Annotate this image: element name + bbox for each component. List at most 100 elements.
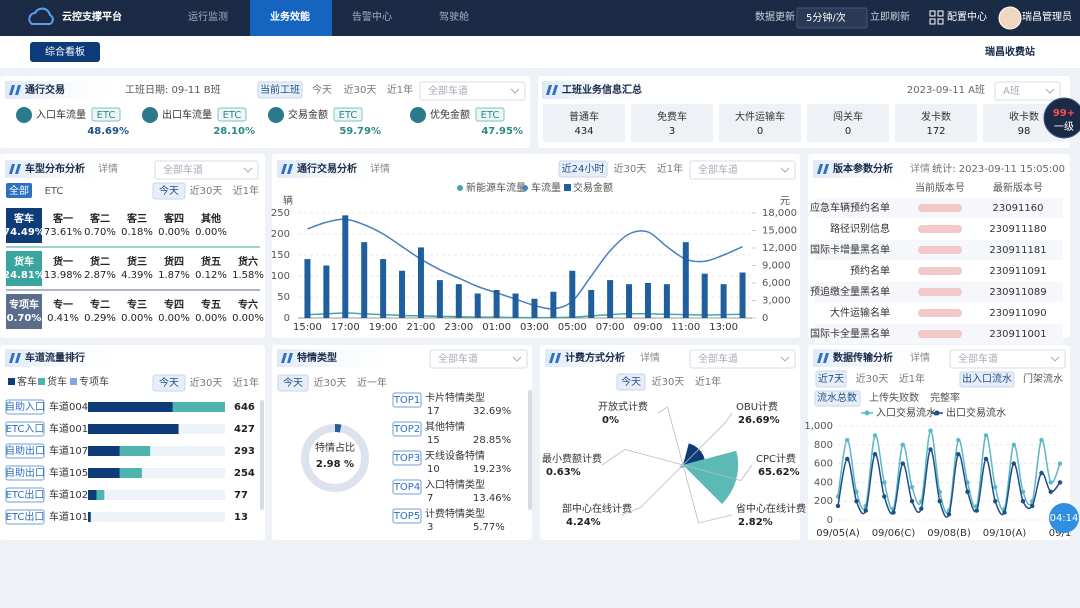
nav-tab[interactable]: 运行监测 [188,10,228,23]
tab[interactable]: 近24小时 [562,162,605,175]
tab[interactable]: 今天 [283,376,303,389]
bar-track [88,446,225,456]
tab[interactable]: 近一年 [357,376,387,389]
type-name: 客三 [126,212,147,225]
refresh[interactable]: 立即刷新 [870,10,910,23]
legend-label: 入口交易流水 [876,406,936,419]
tab[interactable]: 近30天 [190,184,223,197]
metric-tab[interactable]: 流水总数 [817,391,857,404]
filter[interactable]: 全部 [9,184,29,197]
point [974,508,979,513]
detail-link[interactable]: 详情 [910,162,930,175]
tab-active[interactable] [152,374,186,392]
tab[interactable]: 今天 [621,375,641,388]
alert-count[interactable]: 99+ [1053,108,1075,119]
filter[interactable]: ETC [45,186,64,197]
rose-label: 开放式计费 [598,400,648,413]
column-header: 最新版本号 [993,181,1043,194]
select[interactable] [689,160,796,180]
metric-tab[interactable]: 上传失败数 [869,391,919,404]
bar [417,247,424,318]
special-name: 天线设备特情 [425,449,485,462]
point [1020,489,1026,494]
clock[interactable]: 04:14 [1050,513,1079,524]
tab[interactable]: 今天 [159,184,179,197]
metric-active[interactable] [814,390,861,407]
filter-active[interactable] [6,183,32,198]
tab[interactable]: 近1年 [899,372,925,385]
select[interactable] [949,349,1066,369]
nav-tab[interactable]: 告警中心 [352,10,392,23]
rank-box [392,450,422,466]
type-tab[interactable]: 出入口流水 [962,372,1012,385]
point [1011,461,1016,466]
config[interactable]: 配置中心 [947,10,987,23]
nav-tab[interactable]: 业务效能 [270,10,310,23]
nav-tab[interactable]: 驾驶舱 [439,10,469,23]
panel [540,345,800,540]
lane-tag: 自助出口 [5,444,45,457]
item-icon [268,107,284,123]
metric-tab[interactable]: 完整率 [930,391,960,404]
tab[interactable]: 近1年 [657,162,683,175]
rank: TOP2 [393,424,420,435]
type-name: 专四 [164,298,184,311]
interval: 5分钟/次 [806,11,846,24]
tab[interactable]: 近30天 [652,375,685,388]
version-name: 国际卡全量黑名单 [810,327,890,340]
tab[interactable]: 近1年 [695,375,721,388]
detail-link[interactable]: 详情 [640,351,660,364]
detail-link[interactable]: 详情 [98,162,118,175]
tab[interactable]: 近7天 [818,372,844,385]
leader-line [621,464,684,516]
legend-dot [934,410,940,416]
type-active[interactable] [959,371,1015,388]
bar [493,290,500,318]
tab-active[interactable] [277,374,309,392]
point [1039,437,1044,443]
tab[interactable]: 当前工班 [260,83,300,96]
type-tab[interactable]: 门架流水 [1023,372,1063,385]
item-percent: 28.10% [213,126,255,137]
type-name: 货三 [127,255,147,268]
tab-active[interactable] [152,182,186,200]
lane-name: 车道102 [49,488,88,501]
tab-active[interactable] [616,373,646,391]
point [965,480,970,485]
tab[interactable]: 近30天 [614,162,647,175]
tab[interactable]: 今天 [159,376,179,389]
select[interactable] [994,81,1061,101]
board-button[interactable] [30,42,100,62]
group-box [6,294,42,329]
tab[interactable]: 近30天 [314,376,347,389]
current-version-blur [918,246,962,254]
point [909,499,915,504]
clock-badge[interactable] [1049,503,1079,533]
detail-link[interactable]: 详情 [910,351,930,364]
tab[interactable]: 近30天 [344,83,377,96]
rank-box [392,421,422,437]
tab-active[interactable] [558,160,608,178]
point [835,503,841,509]
detail-link[interactable]: 详情 [370,162,390,175]
alert-badge[interactable] [1043,97,1080,139]
tab[interactable]: 今天 [312,83,332,96]
type-name: 专五 [201,298,221,311]
tab[interactable]: 近30天 [856,372,889,385]
tab-active[interactable] [257,81,303,99]
select[interactable] [154,160,259,180]
tab[interactable]: 近1年 [387,83,413,96]
type-name: 专一 [53,298,73,311]
card-label: 收卡数 [1009,110,1039,123]
bar [531,298,538,318]
select[interactable] [689,349,796,369]
select[interactable] [419,81,526,101]
select[interactable] [429,349,528,369]
tab[interactable]: 近1年 [233,376,259,389]
interval-select[interactable] [796,7,868,29]
tab[interactable]: 近30天 [190,376,223,389]
tab[interactable]: 近1年 [233,184,259,197]
board-button-text[interactable]: 综合看板 [45,45,85,58]
tab-active[interactable] [815,370,847,388]
alert-level[interactable]: 一级 [1054,121,1074,133]
